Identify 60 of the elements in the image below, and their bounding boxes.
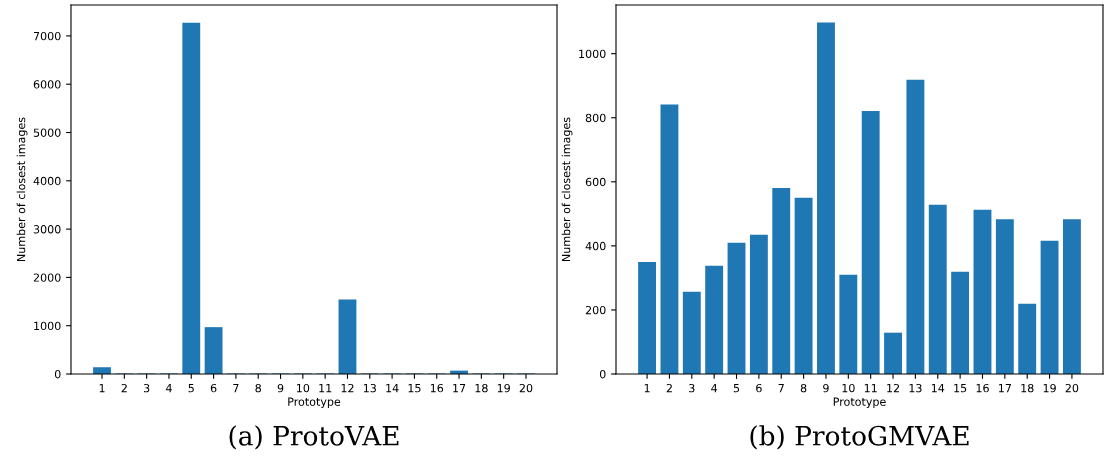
x-tick-label: 16 bbox=[430, 383, 444, 393]
x-tick-label: 3 bbox=[689, 383, 695, 393]
x-tick-label: 7 bbox=[778, 384, 784, 393]
x-tick-label: 1 bbox=[99, 384, 105, 393]
x-tick-label: 18 bbox=[475, 383, 488, 393]
x-tick-label: 9 bbox=[277, 383, 284, 393]
text: (b) ProtoGMVAE bbox=[750, 425, 969, 450]
x-tick-label: 3 bbox=[143, 383, 150, 393]
x-tick-label: 11 bbox=[864, 384, 877, 393]
x-tick-label: 2 bbox=[121, 383, 127, 393]
y-tick-label: 7000 bbox=[33, 31, 61, 41]
y-tick-label: 5000 bbox=[33, 128, 61, 137]
y-axis-title: Number of closest images bbox=[561, 117, 573, 261]
x-axis-title: Prototype bbox=[833, 397, 886, 409]
x-tick-label: 8 bbox=[800, 383, 807, 393]
x-tick-label: 12 bbox=[341, 383, 354, 393]
x-tick-label: 14 bbox=[386, 384, 399, 393]
x-tick-label: 7 bbox=[233, 384, 239, 393]
x-tick-label: 4 bbox=[711, 384, 718, 393]
x-tick-label: 12 bbox=[887, 383, 899, 393]
x-tick-label: 16 bbox=[976, 383, 989, 393]
x-tick-label: 2 bbox=[666, 383, 672, 393]
x-tick-label: 4 bbox=[165, 384, 172, 393]
x-tick-label: 6 bbox=[756, 383, 762, 393]
y-axis-title: Number of closest images bbox=[16, 117, 28, 261]
x-tick-label: 17 bbox=[998, 384, 1011, 393]
x-tick-label: 20 bbox=[1065, 383, 1079, 393]
x-tick-label: 11 bbox=[319, 384, 332, 393]
x-tick-label: 19 bbox=[497, 383, 510, 393]
x-tick-label: 5 bbox=[188, 384, 194, 393]
y-tick-label: 200 bbox=[585, 305, 606, 315]
y-tick-label: 1000 bbox=[34, 321, 61, 331]
y-tick-label: 800 bbox=[585, 113, 606, 123]
x-tick-label: 6 bbox=[210, 383, 217, 393]
x-axis-title: Prototype bbox=[288, 397, 341, 409]
x-tick-label: 5 bbox=[733, 384, 740, 393]
y-tick-label: 1000 bbox=[579, 49, 606, 59]
y-tick-label: 2000 bbox=[33, 273, 61, 282]
y-tick-label: 0 bbox=[54, 369, 61, 379]
x-tick-label: 10 bbox=[296, 383, 310, 393]
x-tick-label: 10 bbox=[842, 383, 855, 393]
x-tick-label: 18 bbox=[1021, 383, 1034, 393]
y-tick-label: 4000 bbox=[33, 176, 61, 186]
x-tick-label: 19 bbox=[1043, 383, 1056, 393]
x-tick-label: 1 bbox=[644, 384, 650, 393]
x-tick-label: 20 bbox=[519, 383, 533, 393]
y-tick-label: 3000 bbox=[33, 225, 61, 234]
x-tick-label: 9 bbox=[823, 383, 829, 393]
x-tick-label: 17 bbox=[453, 384, 466, 393]
y-tick-label: 600 bbox=[585, 177, 606, 187]
x-tick-label: 13 bbox=[909, 383, 922, 393]
x-tick-label: 14 bbox=[931, 384, 945, 393]
y-tick-label: 6000 bbox=[33, 80, 61, 89]
y-tick-label: 0 bbox=[599, 369, 606, 379]
x-tick-label: 8 bbox=[255, 383, 261, 393]
x-tick-label: 15 bbox=[954, 384, 967, 393]
text: (a) ProtoVAE bbox=[229, 425, 399, 450]
x-tick-label: 13 bbox=[363, 383, 376, 393]
y-tick-label: 400 bbox=[585, 241, 606, 251]
x-tick-label: 15 bbox=[408, 384, 421, 393]
